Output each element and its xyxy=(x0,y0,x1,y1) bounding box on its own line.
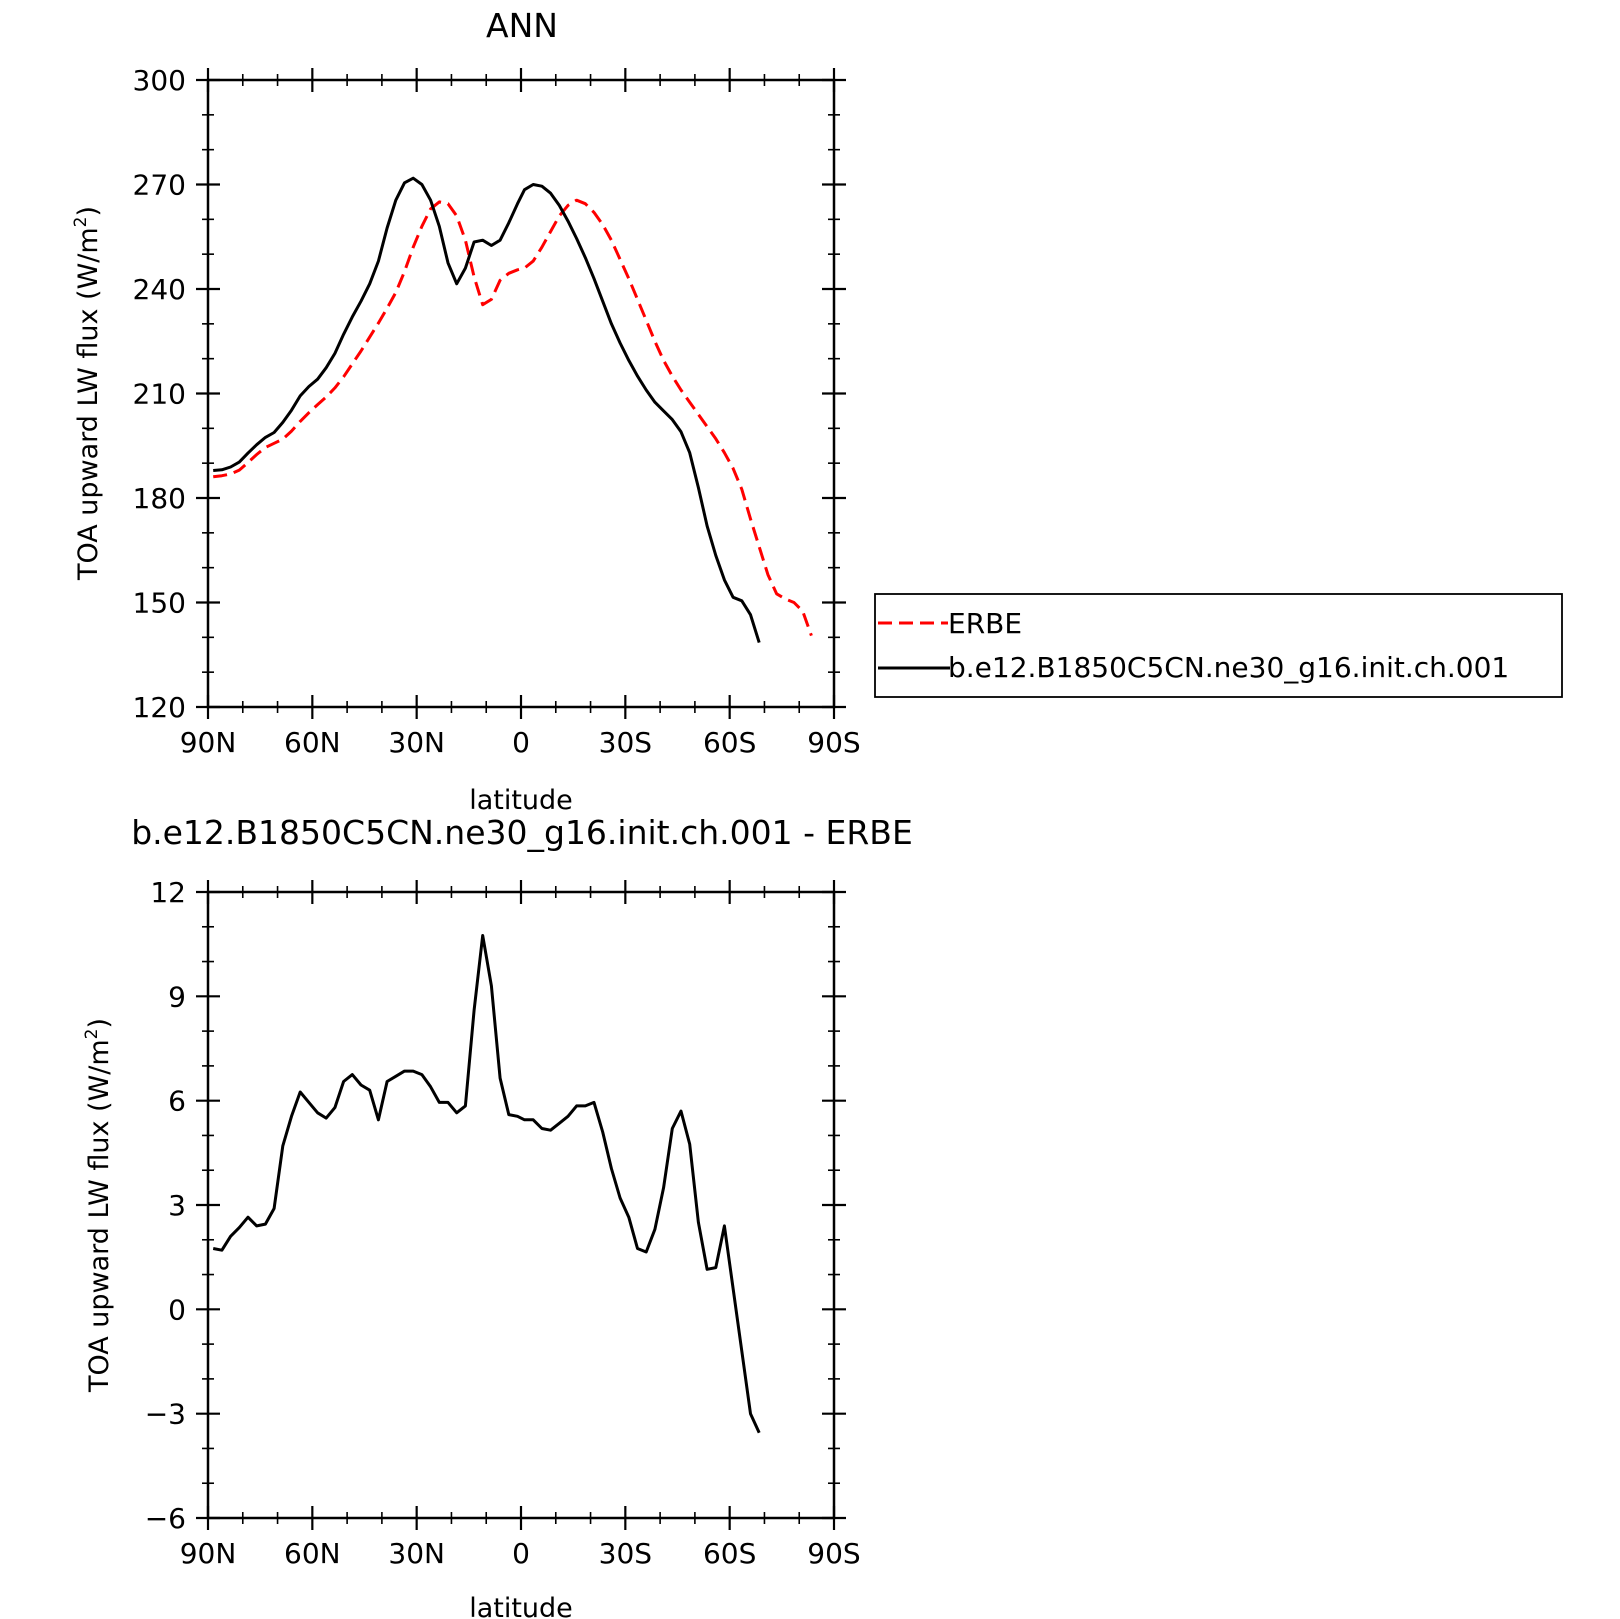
bottom-y-axis-label-sup: 2 xyxy=(82,1029,102,1040)
top-plot-frame xyxy=(206,78,836,709)
top-series-line-model xyxy=(213,176,761,644)
top-series-group xyxy=(213,176,813,644)
bottom-xtick-label: 60N xyxy=(284,1537,341,1570)
legend: ERBE b.e12.B1850C5CN.ne30_g16.init.ch.00… xyxy=(874,593,1563,698)
top-ytick-label: 240 xyxy=(133,273,186,306)
bottom-y-axis-label: TOA upward LW flux (W/m2) xyxy=(82,1018,115,1393)
top-ytick-label: 120 xyxy=(133,691,186,724)
top-series-line-erbe xyxy=(213,198,813,637)
top-ytick-label: 300 xyxy=(133,64,186,97)
bottom-ytick-label: −6 xyxy=(145,1502,186,1535)
top-ytick-label: 210 xyxy=(133,378,186,411)
bottom-xtick-label: 90N xyxy=(180,1537,237,1570)
bottom-panel: b.e12.B1850C5CN.ne30_g16.init.ch.001 - E… xyxy=(82,813,913,1619)
bottom-y-axis-label-end: ) xyxy=(84,1018,115,1029)
bottom-xtick-label: 0 xyxy=(512,1537,530,1570)
top-xtick-label: 30N xyxy=(388,726,445,759)
top-panel: ANN 120 150 180 210 240 270 300 90N 60N 30N 0 30S 60… xyxy=(71,6,861,816)
bottom-plot-frame xyxy=(206,890,836,1520)
bottom-xtick-label: 90S xyxy=(807,1537,860,1570)
legend-label-model: b.e12.B1850C5CN.ne30_g16.init.ch.001 xyxy=(948,651,1509,684)
bottom-xtick-label: 30S xyxy=(599,1537,652,1570)
bottom-ytick-label: 12 xyxy=(150,876,186,909)
bottom-ytick-label: 3 xyxy=(168,1189,186,1222)
top-ytick-label: 150 xyxy=(133,587,186,620)
bottom-ytick-label: 0 xyxy=(168,1293,186,1326)
top-xtick-label: 0 xyxy=(512,726,530,759)
top-chart-title: ANN xyxy=(486,6,558,45)
top-y-axis-label-end: ) xyxy=(73,206,104,217)
top-y-axis-label-sup: 2 xyxy=(71,217,91,228)
top-xtick-label: 90S xyxy=(807,726,860,759)
top-x-axis-label: latitude xyxy=(469,785,573,816)
legend-box xyxy=(874,593,1563,698)
bottom-series-group xyxy=(212,934,761,1434)
top-xtick-label: 60S xyxy=(703,726,756,759)
bottom-xtick-label: 30N xyxy=(388,1537,445,1570)
top-axis-ticks: 120 150 180 210 240 270 300 90N 60N 30N 0 30S 60S 90S xyxy=(133,64,861,759)
top-xtick-label: 90N xyxy=(180,726,237,759)
bottom-xtick-label: 60S xyxy=(703,1537,756,1570)
top-xtick-label: 30S xyxy=(599,726,652,759)
legend-label-erbe: ERBE xyxy=(948,607,1022,640)
top-ytick-label: 270 xyxy=(133,169,186,202)
top-xtick-label: 60N xyxy=(284,726,341,759)
bottom-ytick-label: 9 xyxy=(168,980,186,1013)
bottom-chart-title: b.e12.B1850C5CN.ne30_g16.init.ch.001 - E… xyxy=(131,813,913,852)
bottom-x-axis-label: latitude xyxy=(469,1593,573,1619)
bottom-ytick-label: −3 xyxy=(145,1398,186,1431)
bottom-series-line-difference xyxy=(212,934,761,1434)
top-y-axis-label: TOA upward LW flux (W/m2) xyxy=(71,206,104,581)
top-ytick-label: 180 xyxy=(133,482,186,515)
bottom-ytick-label: 6 xyxy=(168,1085,186,1118)
